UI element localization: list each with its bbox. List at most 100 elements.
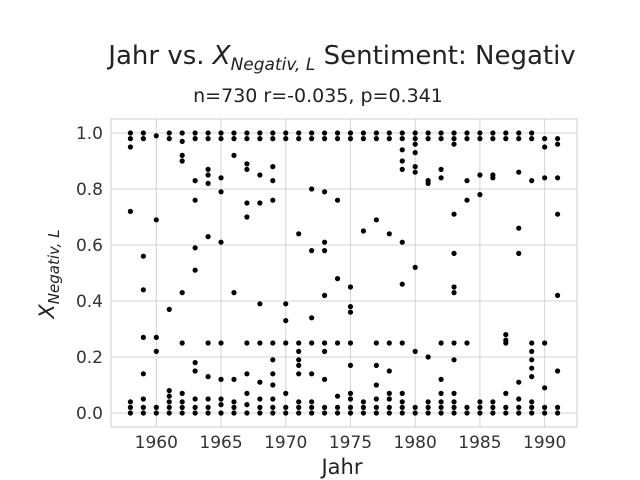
data-point (438, 404, 444, 410)
data-point (140, 410, 146, 416)
data-point (296, 410, 302, 416)
axes-frame (110, 118, 578, 428)
data-point (503, 332, 509, 338)
data-point (542, 410, 548, 416)
data-point (360, 136, 367, 142)
data-point (334, 393, 341, 399)
data-point (464, 130, 470, 136)
data-point (244, 340, 250, 346)
data-point (464, 197, 470, 203)
data-point (257, 136, 263, 142)
data-point (270, 357, 276, 363)
y-tick-label: 0.2 (76, 348, 103, 368)
data-point (490, 399, 496, 405)
x-tick-label: 1980 (394, 433, 437, 453)
data-point (373, 136, 379, 142)
data-point (321, 189, 328, 195)
data-point (296, 231, 302, 237)
data-point (179, 130, 185, 136)
data-point (321, 239, 328, 245)
data-point (270, 136, 276, 142)
x-axis-label: Jahr (319, 455, 362, 479)
data-point (257, 301, 263, 307)
data-point (296, 340, 302, 346)
data-point (490, 410, 496, 416)
data-point (140, 136, 146, 142)
data-point (529, 404, 535, 410)
data-point (554, 141, 561, 147)
data-point (334, 276, 341, 282)
title-math-base: X (211, 41, 232, 71)
data-point (205, 340, 211, 346)
data-point (412, 404, 418, 410)
data-point (140, 371, 146, 377)
data-point (516, 396, 522, 402)
data-point (127, 404, 134, 410)
data-point (386, 390, 392, 396)
data-point (244, 166, 250, 172)
data-point (296, 404, 302, 410)
data-point (529, 410, 535, 416)
data-point (231, 410, 237, 416)
data-point (192, 404, 198, 410)
data-point (438, 136, 444, 142)
data-point (464, 178, 470, 184)
data-point (218, 340, 224, 346)
data-point (399, 166, 405, 172)
data-point (231, 404, 237, 410)
data-point (205, 172, 211, 178)
data-point (244, 402, 250, 408)
data-point (166, 388, 172, 394)
data-point (283, 404, 289, 410)
data-point (334, 197, 341, 203)
data-point (179, 399, 185, 405)
data-point (438, 340, 444, 346)
data-point (503, 410, 509, 416)
y-tick-label: 0.8 (76, 180, 103, 200)
data-point (464, 340, 470, 346)
data-point (296, 136, 302, 142)
data-point (231, 152, 237, 158)
data-point (321, 340, 328, 346)
data-point (503, 337, 509, 343)
data-point (127, 410, 134, 416)
data-point (412, 164, 418, 170)
data-point (347, 284, 354, 290)
data-point (412, 264, 418, 270)
data-point (412, 130, 418, 136)
data-point (477, 172, 483, 178)
data-point (244, 200, 250, 206)
data-point (309, 371, 315, 377)
data-point (127, 208, 134, 214)
data-point (477, 130, 483, 136)
data-point (179, 158, 185, 164)
data-point (399, 158, 405, 164)
data-point (309, 399, 315, 405)
data-point (270, 130, 276, 136)
title-prefix: Jahr vs. (106, 41, 213, 71)
data-point (179, 290, 185, 296)
data-point (451, 390, 457, 396)
data-point (451, 404, 457, 410)
data-point (127, 399, 134, 405)
data-points (127, 130, 561, 416)
data-point (516, 404, 522, 410)
data-point (412, 150, 418, 156)
data-point (438, 390, 444, 396)
data-point (347, 340, 354, 346)
data-point (477, 136, 483, 142)
data-point (283, 130, 289, 136)
data-point (270, 197, 276, 203)
data-point (412, 169, 418, 175)
data-point (179, 138, 185, 144)
data-point (192, 368, 198, 374)
data-point (205, 404, 211, 410)
chart-subtitle: n=730 r=-0.035, p=0.341 (193, 85, 443, 107)
data-point (554, 211, 561, 217)
data-point (490, 404, 496, 410)
data-point (321, 248, 328, 254)
data-point (334, 410, 341, 416)
data-point (334, 130, 341, 136)
data-point (179, 404, 185, 410)
chart-title: Jahr vs. XNegativ, L Sentiment: Negativ (106, 41, 575, 75)
